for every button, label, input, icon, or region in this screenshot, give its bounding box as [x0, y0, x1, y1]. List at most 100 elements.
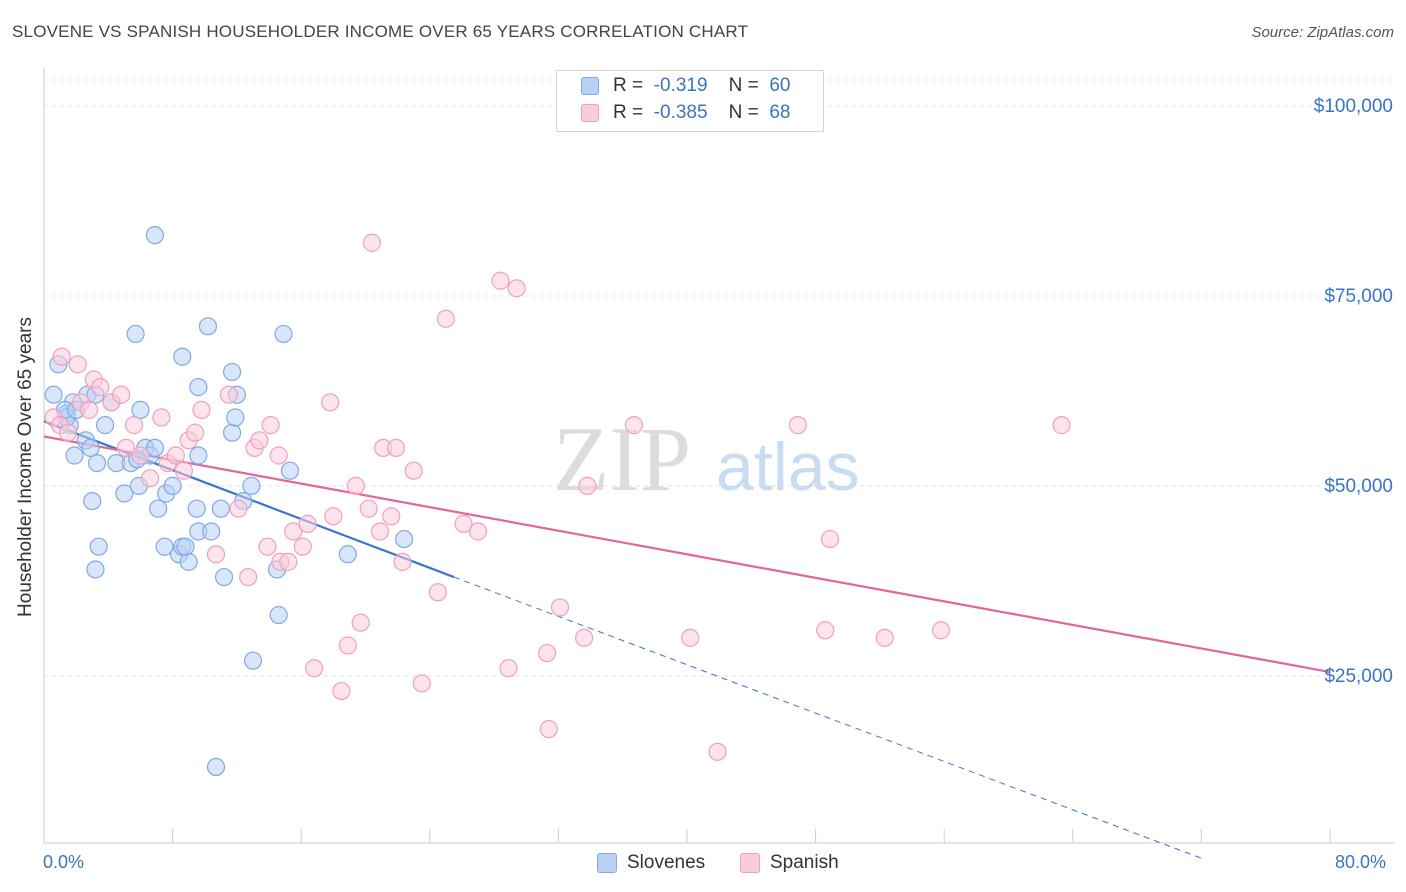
spanish-point[interactable] [174, 461, 193, 480]
spanish-point[interactable] [816, 621, 835, 640]
slovenes-point[interactable] [89, 537, 108, 556]
spanish-point[interactable] [393, 552, 412, 571]
spanish-point[interactable] [258, 537, 277, 556]
slovenes-point[interactable] [202, 522, 221, 541]
spanish-point[interactable] [192, 400, 211, 420]
slovenes-point[interactable] [198, 317, 218, 336]
spanish-point[interactable] [293, 537, 312, 556]
slovenes-point[interactable] [243, 651, 263, 670]
spanish-point[interactable] [321, 393, 340, 412]
slovenes-point[interactable] [163, 476, 182, 495]
spanish-point[interactable] [304, 659, 324, 678]
slovenes-point[interactable] [115, 484, 134, 503]
slovenes-point[interactable] [83, 491, 102, 511]
spanish-point[interactable] [507, 279, 526, 298]
slovenes-point[interactable] [149, 499, 168, 518]
slovenes-point[interactable] [81, 438, 100, 458]
spanish-point[interactable] [351, 613, 370, 632]
slovenes-point[interactable] [338, 545, 357, 564]
spanish-point[interactable] [131, 446, 150, 465]
spanish-point[interactable] [68, 355, 87, 374]
spanish-point[interactable] [1052, 416, 1071, 435]
slovenes-point[interactable] [155, 537, 174, 556]
spanish-point[interactable] [346, 476, 365, 495]
slovenes-point[interactable] [274, 324, 293, 344]
spanish-point[interactable] [578, 476, 597, 495]
spanish-point[interactable] [404, 461, 423, 480]
spanish-point[interactable] [219, 385, 238, 404]
spanish-point[interactable] [124, 416, 144, 435]
spanish-point[interactable] [875, 628, 894, 647]
spanish-point[interactable] [428, 583, 447, 602]
spanish-point[interactable] [338, 636, 357, 655]
spanish-point[interactable] [269, 446, 288, 465]
spanish-point[interactable] [112, 385, 131, 404]
slovenes-point[interactable] [269, 605, 288, 625]
slovenes-point[interactable] [189, 378, 208, 397]
spanish-point[interactable] [239, 567, 258, 587]
spanish-point[interactable] [454, 514, 473, 533]
spanish-point[interactable] [324, 507, 343, 526]
spanish-point[interactable] [229, 499, 248, 518]
spanish-point[interactable] [538, 643, 557, 663]
spanish-point[interactable] [279, 552, 298, 571]
spanish-point[interactable] [386, 438, 406, 458]
spanish-point[interactable] [140, 469, 160, 488]
spanish-point[interactable] [116, 438, 136, 458]
slovenes-point[interactable] [95, 416, 115, 435]
slovenes-point[interactable] [145, 438, 165, 458]
legend-item-spanish[interactable]: Spanish [740, 852, 839, 874]
spanish-point[interactable] [91, 378, 110, 397]
spanish-point[interactable] [550, 598, 570, 617]
spanish-point[interactable] [412, 674, 431, 693]
spanish-point[interactable] [362, 233, 382, 252]
spanish-point[interactable] [298, 514, 317, 533]
slovenes-point[interactable] [242, 476, 261, 495]
spanish-point[interactable] [79, 400, 99, 420]
slovenes-point[interactable] [131, 400, 150, 420]
slovenes-point[interactable] [65, 446, 84, 465]
spanish-point[interactable] [152, 408, 171, 427]
spanish-point[interactable] [539, 719, 558, 739]
slovenes-point[interactable] [394, 529, 414, 549]
spanish-point[interactable] [708, 742, 727, 761]
slovenes-point[interactable] [173, 347, 192, 366]
spanish-point[interactable] [166, 446, 185, 465]
spanish-point[interactable] [186, 423, 205, 442]
spanish-point[interactable] [931, 621, 951, 640]
spanish-point[interactable] [332, 681, 351, 701]
slovenes-point[interactable] [206, 757, 226, 777]
spanish-point[interactable] [499, 659, 518, 678]
spanish-point[interactable] [261, 416, 280, 435]
spanish-point[interactable] [491, 271, 510, 290]
slovenes-point[interactable] [86, 560, 105, 579]
slovenes-point[interactable] [226, 408, 245, 427]
slovenes-point[interactable] [87, 453, 107, 473]
spanish-point[interactable] [468, 522, 488, 541]
spanish-point[interactable] [206, 545, 226, 564]
slovenes-point[interactable] [44, 385, 63, 404]
spanish-point[interactable] [52, 347, 71, 366]
slovenes-point[interactable] [222, 362, 242, 382]
spanish-point[interactable] [681, 628, 700, 647]
slovenes-point[interactable] [189, 446, 208, 465]
spanish-point[interactable] [382, 507, 401, 526]
slovenes-point[interactable] [176, 537, 195, 556]
slovenes-point[interactable] [145, 226, 165, 245]
spanish-point[interactable] [788, 416, 808, 435]
spanish-point[interactable] [59, 423, 78, 442]
spanish-point[interactable] [575, 628, 594, 647]
spanish-point[interactable] [250, 431, 269, 450]
spanish-point[interactable] [370, 522, 390, 541]
spanish-point[interactable] [436, 309, 455, 328]
spanish-point[interactable] [624, 416, 644, 435]
slovenes-point[interactable] [211, 499, 230, 518]
slovenes-point[interactable] [280, 461, 300, 480]
slovenes-point[interactable] [179, 552, 198, 571]
spanish-point[interactable] [359, 499, 378, 518]
slovenes-point[interactable] [187, 499, 206, 518]
slovenes-point[interactable] [214, 567, 234, 587]
spanish-point[interactable] [820, 529, 840, 549]
slovenes-point[interactable] [126, 324, 145, 344]
spanish-point[interactable] [284, 522, 303, 541]
